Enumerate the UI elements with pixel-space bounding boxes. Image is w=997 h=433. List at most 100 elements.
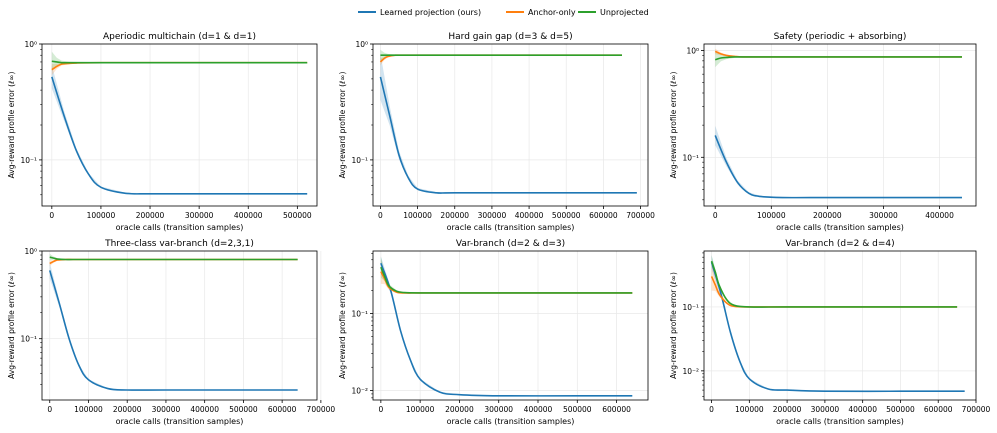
x-tick-label: 600000 bbox=[602, 405, 631, 414]
y-tick-label: 10⁻¹ bbox=[682, 303, 699, 312]
y-tick-label: 10⁰ bbox=[24, 247, 37, 256]
x-tick-label: 200000 bbox=[113, 405, 142, 414]
line-anchor-only bbox=[379, 54, 622, 63]
line-anchor-only bbox=[380, 271, 633, 294]
x-tick-label: 400000 bbox=[848, 405, 877, 414]
axes-frame bbox=[372, 43, 649, 207]
band-learned-projection-ours- bbox=[380, 53, 637, 194]
legend-label-anchor: Anchor-only bbox=[528, 8, 576, 17]
x-tick-label: 0 bbox=[709, 405, 714, 414]
panel-4: 0 100000 200000 300000 400000 500000 600000 700… bbox=[7, 239, 335, 426]
x-tick-label: 300000 bbox=[185, 211, 214, 220]
plot-area bbox=[710, 255, 965, 393]
x-tick-label: 400000 bbox=[524, 405, 553, 414]
y-axis-label: Avg-reward profile error (ℓ∞) bbox=[669, 272, 678, 379]
plot-area bbox=[379, 49, 637, 194]
y-tick-label: 10⁻¹ bbox=[351, 156, 368, 165]
y-axis-label: Avg-reward profile error (ℓ∞) bbox=[7, 272, 16, 379]
x-tick-label: 100000 bbox=[87, 211, 116, 220]
line-unprojected bbox=[380, 266, 633, 294]
plot-area bbox=[380, 256, 633, 397]
x-tick-label: 400000 bbox=[515, 211, 544, 220]
panel-6: 0 100000 200000 300000 400000 500000 600000 700… bbox=[669, 239, 991, 426]
x-axis-label: oracle calls (transition samples) bbox=[447, 417, 575, 426]
axes-frame bbox=[703, 250, 977, 401]
axes-frame bbox=[41, 43, 318, 207]
x-tick-label: 100000 bbox=[735, 405, 764, 414]
x-tick-label: 100000 bbox=[406, 405, 435, 414]
x-tick-label: 300000 bbox=[869, 211, 898, 220]
x-tick-label: 600000 bbox=[924, 405, 953, 414]
line-learned-projection-ours- bbox=[48, 270, 298, 391]
y-axis-label: Avg-reward profile error (ℓ∞) bbox=[338, 272, 347, 379]
y-tick-label: 10⁻¹ bbox=[351, 310, 368, 319]
y-tick-label: 10⁰ bbox=[24, 40, 37, 49]
x-tick-label: 400000 bbox=[234, 211, 263, 220]
x-tick-label: 700000 bbox=[626, 211, 655, 220]
x-tick-label: 0 bbox=[47, 405, 52, 414]
y-axis-label: Avg-reward profile error (ℓ∞) bbox=[7, 72, 16, 179]
x-tick-label: 400000 bbox=[190, 405, 219, 414]
y-tick-label: 10⁻¹ bbox=[20, 156, 37, 165]
band-anchor-only bbox=[380, 54, 622, 66]
x-tick-label: 300000 bbox=[811, 405, 840, 414]
x-tick-label: 0 bbox=[49, 211, 54, 220]
plot-area bbox=[48, 253, 298, 391]
plot-area bbox=[714, 48, 962, 199]
panel-3: 0 100000 200000 300000 400000 10⁰ 10⁻¹ Safety (… bbox=[669, 32, 977, 232]
x-tick-label: 300000 bbox=[152, 405, 181, 414]
line-anchor-only bbox=[710, 276, 958, 308]
line-unprojected bbox=[49, 256, 298, 261]
line-learned-projection-ours- bbox=[380, 263, 633, 397]
panel-title: Hard gain gap (d=3 & d=5) bbox=[448, 32, 572, 42]
x-axis-label: oracle calls (transition samples) bbox=[776, 223, 904, 232]
panel-2: 0 100000 200000 300000 400000 500000 600000 700… bbox=[338, 32, 655, 232]
band-learned-projection-ours- bbox=[49, 262, 298, 391]
x-axis-label: oracle calls (transition samples) bbox=[116, 417, 244, 426]
x-tick-label: 400000 bbox=[925, 211, 954, 220]
x-axis-label: oracle calls (transition samples) bbox=[116, 223, 244, 232]
y-tick-label: 10⁻² bbox=[682, 367, 699, 376]
line-anchor-only bbox=[51, 61, 308, 71]
line-unprojected bbox=[714, 56, 962, 61]
line-learned-projection-ours- bbox=[51, 76, 308, 195]
band-unprojected bbox=[711, 255, 958, 308]
band-learned-projection-ours- bbox=[380, 256, 633, 397]
panel-title: Var-branch (d=2 & d=3) bbox=[456, 239, 565, 249]
x-tick-label: 0 bbox=[713, 211, 718, 220]
band-anchor-only bbox=[51, 62, 308, 76]
x-tick-label: 200000 bbox=[445, 405, 474, 414]
line-unprojected bbox=[710, 260, 958, 308]
band-unprojected bbox=[51, 51, 308, 71]
x-tick-label: 100000 bbox=[757, 211, 786, 220]
x-tick-label: 300000 bbox=[484, 405, 513, 414]
panel-title: Three-class var-branch (d=2,3,1) bbox=[104, 239, 254, 249]
y-tick-label: 10⁻² bbox=[351, 386, 368, 395]
x-tick-label: 500000 bbox=[283, 211, 312, 220]
x-tick-label: 700000 bbox=[307, 405, 336, 414]
legend: Learned projection (ours) Anchor-only Un… bbox=[358, 8, 649, 17]
band-anchor-only bbox=[380, 259, 633, 294]
line-learned-projection-ours- bbox=[710, 262, 965, 393]
x-tick-label: 700000 bbox=[962, 405, 991, 414]
x-tick-label: 0 bbox=[378, 211, 383, 220]
y-tick-label: 10⁻¹ bbox=[682, 153, 699, 162]
band-unprojected bbox=[715, 52, 962, 68]
x-tick-label: 500000 bbox=[229, 405, 258, 414]
x-tick-label: 200000 bbox=[773, 405, 802, 414]
line-learned-projection-ours- bbox=[379, 76, 637, 194]
axes-frame bbox=[372, 250, 649, 401]
legend-label-learned: Learned projection (ours) bbox=[380, 8, 481, 17]
axes-frame bbox=[41, 250, 318, 401]
band-learned-projection-ours- bbox=[51, 65, 308, 195]
x-tick-label: 500000 bbox=[552, 211, 581, 220]
x-tick-label: 200000 bbox=[813, 211, 842, 220]
band-unprojected bbox=[380, 256, 633, 294]
y-tick-label: 10⁰ bbox=[355, 40, 368, 49]
band-learned-projection-ours- bbox=[715, 125, 962, 199]
y-axis-label: Avg-reward profile error (ℓ∞) bbox=[338, 72, 347, 179]
x-tick-label: 200000 bbox=[136, 211, 165, 220]
legend-label-unprojected: Unprojected bbox=[600, 8, 649, 17]
plot-area bbox=[51, 51, 308, 195]
